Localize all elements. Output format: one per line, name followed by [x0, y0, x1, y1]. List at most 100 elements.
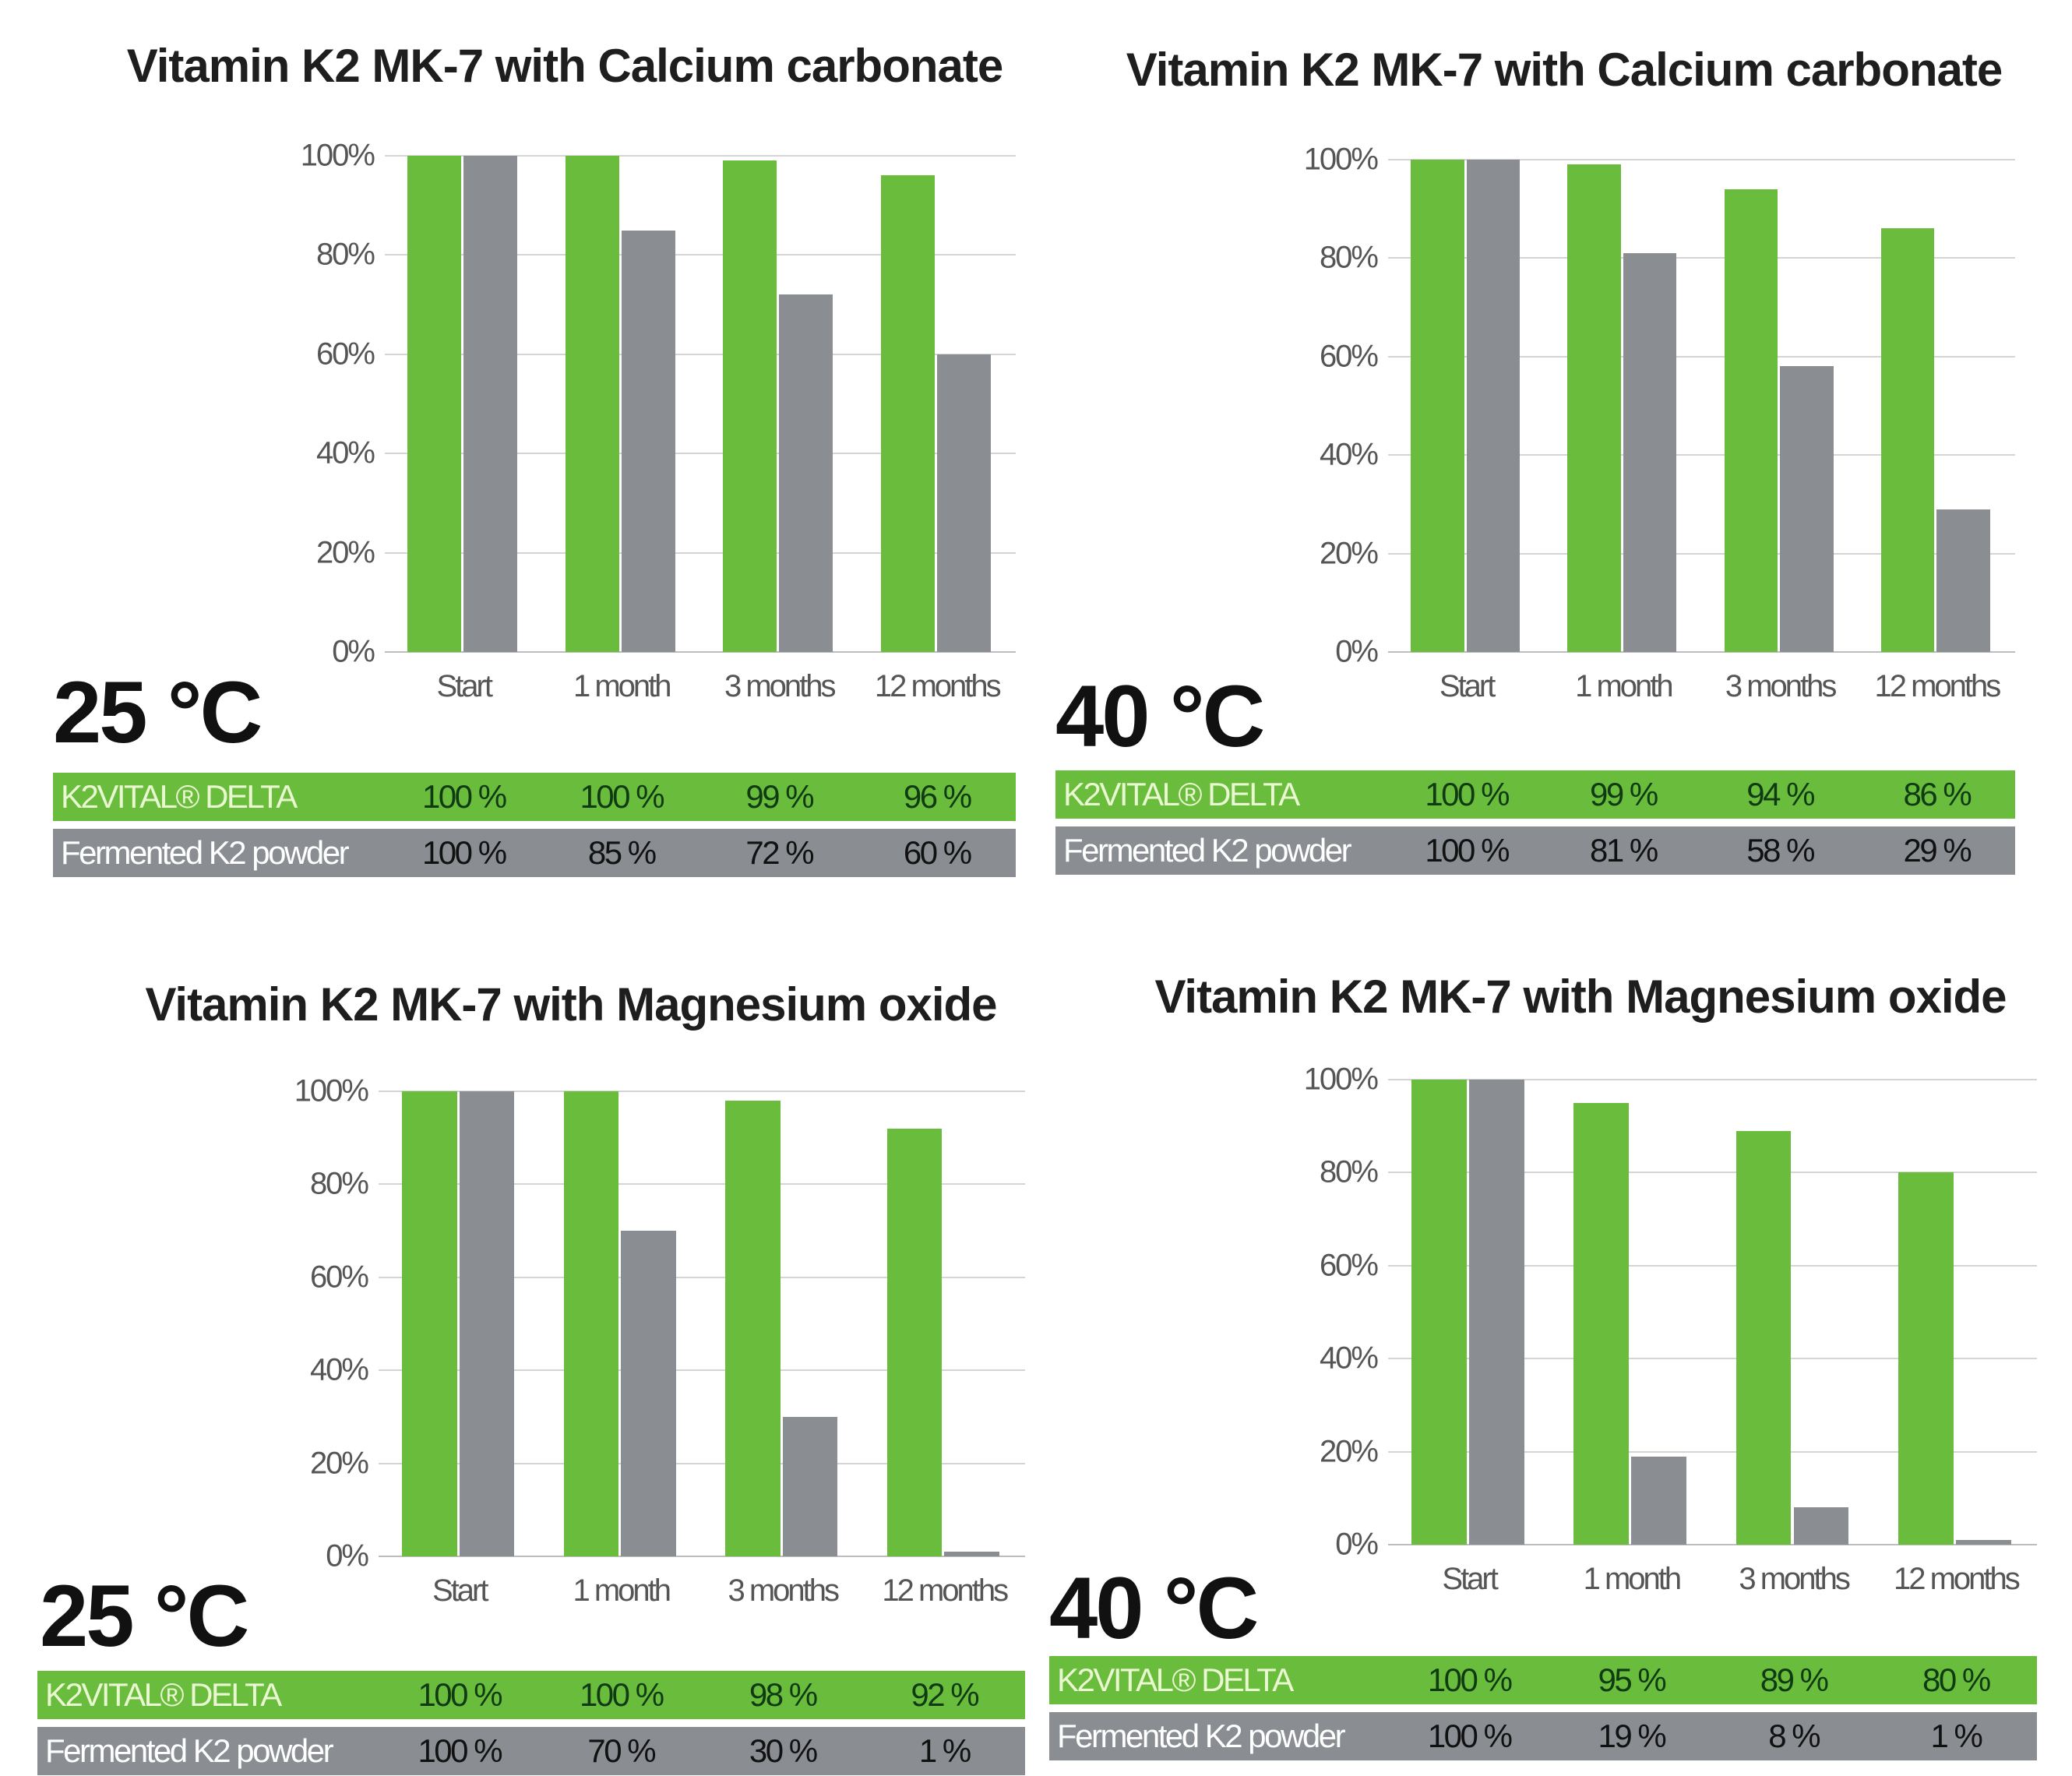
y-tick-label: 60% [315, 337, 375, 372]
plot-area: 0% 20% 40% 60% 80% 100% Start 1 month 3 months 12… [294, 1074, 1025, 1608]
table-value: 81 % [1590, 832, 1658, 869]
bar-fermented-k2 [936, 354, 991, 652]
y-tick-label: 100% [300, 138, 375, 173]
y-tick-label: 0% [332, 634, 375, 669]
y-tick-label: 40% [315, 435, 375, 470]
table-row-k2vital-delta: K2VITAL® DELTA 100 % 100 % 99 % 96 % [53, 773, 1016, 821]
table-value: 86 % [1903, 776, 1972, 812]
gridline [1388, 651, 2015, 653]
x-category-label: 12 months [882, 1573, 1009, 1608]
x-category-label: Start [436, 669, 494, 703]
y-tick-label: 100% [294, 1073, 369, 1108]
bar-k2vital-delta [1573, 1102, 1630, 1545]
y-tick-label: 40% [1319, 437, 1379, 472]
table-value: 29 % [1903, 832, 1972, 869]
y-tick-label: 40% [1319, 1341, 1379, 1376]
y-tick-label: 20% [1319, 536, 1379, 571]
bar-k2vital-delta [1411, 160, 1464, 652]
bar-fermented-k2 [1466, 160, 1521, 652]
bar-fermented-k2 [779, 294, 833, 652]
bar-fermented-k2 [459, 1091, 515, 1556]
bar-fermented-k2 [463, 156, 518, 652]
y-tick-label: 60% [1319, 1248, 1379, 1283]
table-row-fermented-k2: Fermented K2 powder 100 % 85 % 72 % 60 % [53, 829, 1016, 877]
bar-fermented-k2 [621, 230, 675, 652]
temperature-label: 25 °C [53, 664, 263, 761]
table-value: 100 % [1425, 776, 1510, 812]
gridline [379, 1183, 1025, 1186]
table-value: 92 % [911, 1676, 979, 1713]
x-category-label: 1 month [1583, 1562, 1683, 1596]
gridline [385, 651, 1016, 653]
gridline [1388, 1079, 2037, 1080]
table-value: 70 % [587, 1732, 656, 1769]
y-tick-label: 100% [1303, 1062, 1379, 1097]
temperature-label: 40 °C [1055, 668, 1265, 765]
y-tick-label: 60% [309, 1260, 369, 1295]
y-tick-label: 40% [309, 1352, 369, 1387]
bar-k2vital-delta [1898, 1172, 1954, 1545]
gridline [1388, 159, 2015, 160]
y-tick-label: 100% [1303, 142, 1379, 177]
series-name: Fermented K2 powder [45, 1732, 334, 1769]
plot-area: 0% 20% 40% 60% 80% 100% Start 1 month 3 months 12… [301, 139, 1016, 703]
bar-k2vital-delta [1735, 1130, 1792, 1545]
bar-k2vital-delta [886, 1128, 943, 1556]
table-value: 95 % [1598, 1661, 1667, 1698]
bar-fermented-k2 [1623, 253, 1677, 652]
bar-k2vital-delta [1724, 189, 1778, 652]
bar-fermented-k2 [1780, 366, 1834, 652]
table-row-k2vital-delta: K2VITAL® DELTA 100 % 100 % 98 % 92 % [37, 1671, 1025, 1719]
x-category-label: 12 months [874, 669, 1002, 703]
table-value: 100 % [1427, 1718, 1513, 1754]
table-value: 100 % [421, 834, 507, 871]
bar-k2vital-delta [1567, 164, 1621, 652]
table-value: 80 % [1922, 1661, 1991, 1698]
series-name: K2VITAL® DELTA [1063, 776, 1300, 812]
gridline [379, 1276, 1025, 1278]
series-name: K2VITAL® DELTA [61, 778, 298, 815]
y-tick-label: 20% [309, 1446, 369, 1481]
bar-fermented-k2 [944, 1552, 999, 1556]
y-tick-label: 80% [309, 1166, 369, 1201]
gridline [385, 551, 1016, 554]
bar-fermented-k2 [1793, 1507, 1849, 1545]
table-value: 58 % [1746, 832, 1815, 869]
x-category-label: Start [432, 1573, 489, 1608]
table-row-fermented-k2: Fermented K2 powder 100 % 81 % 58 % 29 % [1055, 826, 2015, 875]
table-value: 100 % [418, 1676, 502, 1713]
table-value: 30 % [749, 1732, 818, 1769]
table-value: 8 % [1768, 1718, 1820, 1754]
chart-title: Vitamin K2 MK-7 with Magnesium oxide [145, 978, 997, 1031]
gridline [1388, 1450, 2037, 1453]
series-name: Fermented K2 powder [1063, 832, 1352, 869]
gridline [379, 1462, 1025, 1464]
series-name: K2VITAL® DELTA [45, 1676, 282, 1713]
chart-title: Vitamin K2 MK-7 with Magnesium oxide [1154, 971, 2007, 1023]
x-category-label: 12 months [1874, 669, 2001, 703]
gridline [385, 155, 1016, 157]
gridline [1388, 454, 2015, 456]
table-value: 96 % [903, 778, 972, 815]
chart-title: Vitamin K2 MK-7 with Calcium carbonate [126, 40, 1003, 92]
table-value: 72 % [745, 834, 814, 871]
temperature-label: 40 °C [1049, 1559, 1259, 1657]
y-tick-label: 20% [1319, 1434, 1379, 1469]
gridline [1388, 257, 2015, 259]
gridline [385, 453, 1016, 455]
bar-fermented-k2 [1631, 1456, 1687, 1545]
series-name: K2VITAL® DELTA [1057, 1661, 1294, 1698]
chart-title: Vitamin K2 MK-7 with Calcium carbonate [1126, 44, 2003, 96]
bar-k2vital-delta [565, 156, 619, 652]
bar-fermented-k2 [1469, 1080, 1524, 1545]
x-category-label: 1 month [573, 1573, 671, 1608]
x-category-label: 3 months [724, 669, 837, 703]
gridline [1388, 355, 2015, 358]
temperature-label: 25 °C [40, 1567, 249, 1665]
table-row-fermented-k2: Fermented K2 powder 100 % 19 % 8 % 1 % [1049, 1712, 2037, 1760]
bar-k2vital-delta [402, 1091, 457, 1556]
bar-k2vital-delta [1411, 1080, 1467, 1545]
gridline [379, 1556, 1025, 1557]
table-value: 100 % [1425, 832, 1510, 869]
y-tick-label: 80% [1319, 1154, 1379, 1189]
